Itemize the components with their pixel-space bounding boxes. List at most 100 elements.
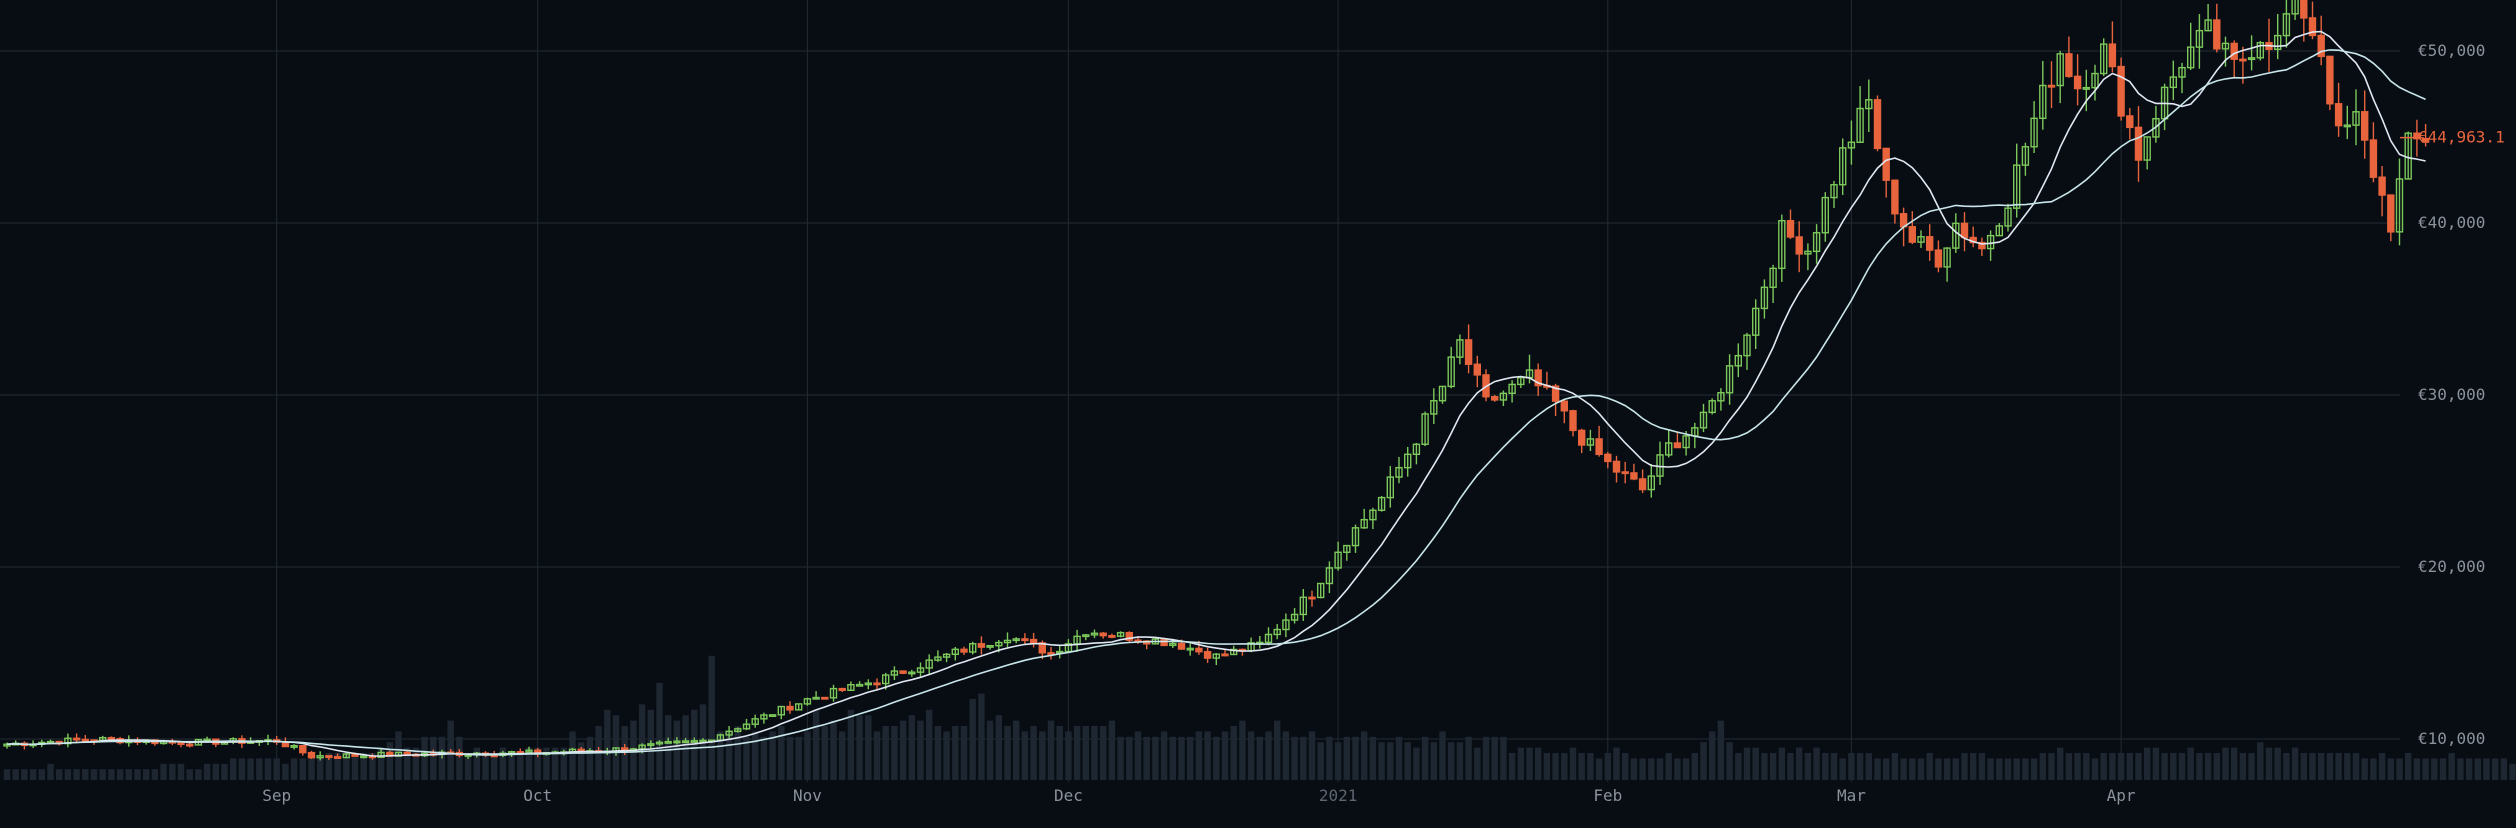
- volume-bar: [708, 655, 715, 780]
- candle-body: [72, 737, 81, 741]
- candle-body: [2360, 111, 2369, 141]
- candle-body: [1717, 392, 1725, 402]
- candle-body: [873, 682, 881, 686]
- y-tick-label: €40,000: [2418, 213, 2485, 232]
- volume-bar: [1117, 736, 1124, 780]
- volume-bar: [2196, 753, 2203, 780]
- volume-bar: [256, 758, 263, 780]
- volume-bar: [995, 715, 1002, 780]
- volume-bar: [856, 715, 863, 780]
- candle-body: [2030, 117, 2038, 148]
- volume-bar: [186, 769, 193, 780]
- candle-body: [2343, 124, 2352, 128]
- candle-body: [1299, 596, 1308, 616]
- volume-bar: [2083, 753, 2090, 780]
- volume-bar: [2405, 753, 2412, 780]
- volume-bar: [317, 758, 324, 780]
- candle-body: [855, 683, 864, 687]
- volume-bar: [2170, 753, 2177, 780]
- volume-bar: [2396, 758, 2403, 780]
- volume-bar: [638, 704, 646, 780]
- candle-body: [2230, 42, 2238, 60]
- volume-bar: [986, 720, 994, 780]
- volume-bar: [2004, 758, 2012, 780]
- volume-bar: [421, 736, 428, 780]
- candle-body: [2186, 46, 2195, 69]
- volume-bar: [1056, 726, 1063, 780]
- volume-bar: [1021, 731, 1029, 780]
- candle-body: [995, 641, 1003, 647]
- x-axis: Sep Oct Nov Dec 2021 Feb Mar Apr: [262, 786, 2136, 805]
- volume-bar: [2126, 753, 2133, 780]
- volume-bar: [1169, 736, 1176, 780]
- volume-bar: [1326, 736, 1333, 780]
- volume-bar: [1134, 731, 1142, 780]
- candle-body: [1856, 107, 1864, 143]
- volume-bar: [203, 763, 211, 780]
- volume-bar: [151, 769, 159, 780]
- volume-bar: [517, 753, 524, 780]
- volume-bar: [1152, 736, 1159, 780]
- candle-body: [1734, 354, 1743, 367]
- volume-bar: [1030, 726, 1037, 780]
- candle-body: [647, 743, 655, 747]
- volume-bar: [691, 709, 698, 780]
- candle-body: [908, 671, 916, 675]
- volume-bar: [1282, 731, 1290, 780]
- volume-bar: [1500, 736, 1507, 780]
- volume-bar: [1195, 731, 1203, 780]
- candle-body: [2108, 43, 2117, 68]
- volume-bar: [2013, 758, 2020, 780]
- volume-bar: [1456, 742, 1464, 780]
- candle-body: [890, 670, 899, 676]
- candle-body: [1760, 286, 1769, 310]
- volume-bar: [1361, 731, 1368, 780]
- candle-body: [838, 687, 846, 692]
- candle-body: [934, 656, 942, 661]
- volume-bar: [873, 731, 881, 780]
- candle-body: [2239, 58, 2247, 62]
- volume-bars: [3, 655, 2516, 780]
- candle-body: [1386, 476, 1395, 499]
- volume-bar: [1987, 758, 1994, 780]
- volume-bar: [1674, 758, 1681, 780]
- candle-body: [1908, 226, 1917, 243]
- candle-body: [2378, 176, 2386, 196]
- candle-body: [333, 756, 342, 759]
- volume-bar: [2135, 753, 2142, 780]
- moving-averages: [6, 30, 2426, 757]
- volume-bar: [2109, 753, 2116, 780]
- volume-bar: [308, 758, 315, 780]
- candle-body: [1664, 442, 1673, 456]
- volume-bar: [125, 769, 132, 780]
- volume-bar: [2387, 758, 2394, 780]
- candle-body: [1630, 472, 1638, 480]
- volume-bar: [525, 747, 533, 780]
- volume-bar: [1961, 753, 1968, 780]
- candle-body: [1395, 466, 1403, 478]
- candle-body: [1751, 307, 1760, 336]
- volume-bar: [2074, 753, 2081, 780]
- y-tick-label: €50,000: [2418, 41, 2485, 60]
- volume-bar: [1065, 731, 1072, 780]
- x-tick-label: Sep: [262, 786, 291, 805]
- volume-bar: [1865, 753, 1872, 780]
- volume-bar: [1700, 742, 1707, 780]
- volume-bar: [1413, 747, 1420, 780]
- candle-body: [1769, 267, 1777, 288]
- volume-bar: [1726, 742, 1733, 780]
- candle-body: [655, 741, 664, 745]
- volume-bar: [1978, 753, 1986, 780]
- candle-body: [1343, 544, 1351, 553]
- volume-bar: [1508, 753, 1516, 780]
- candle-body: [1917, 236, 1925, 243]
- volume-bar: [82, 769, 89, 780]
- candle-body: [1638, 478, 1647, 491]
- candle-body: [725, 730, 733, 736]
- candle-body: [299, 744, 307, 754]
- candle-body: [1360, 518, 1368, 529]
- candle-body: [942, 653, 951, 658]
- candle-body: [2291, 0, 2299, 15]
- volume-bar: [1796, 747, 1803, 780]
